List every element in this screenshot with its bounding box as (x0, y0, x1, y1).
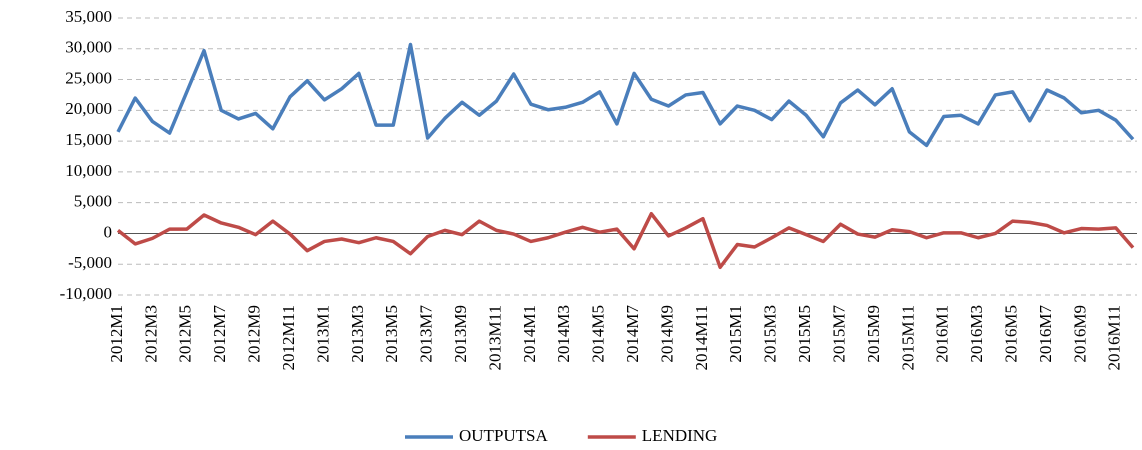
x-tick-label: 2014M7 (623, 305, 642, 363)
x-tick-label: 2015M11 (898, 305, 917, 371)
legend-label: LENDING (642, 426, 718, 445)
y-tick-label: 5,000 (74, 192, 112, 211)
x-tick-label: 2013M5 (382, 305, 401, 363)
x-tick-label: 2013M9 (451, 305, 470, 363)
x-tick-label: 2013M3 (348, 305, 367, 363)
x-tick-label: 2016M11 (1105, 305, 1124, 371)
x-tick-label: 2012M1 (107, 305, 126, 363)
line-series (116, 212, 1135, 270)
y-tick-label: 35,000 (65, 7, 112, 26)
line-series (116, 42, 1135, 148)
y-tick-label: 0 (104, 222, 113, 241)
y-tick-label: 15,000 (65, 130, 112, 149)
x-tick-label: 2012M9 (245, 305, 264, 363)
y-tick-label: 20,000 (65, 99, 112, 118)
x-tick-label: 2012M5 (176, 305, 195, 363)
y-tick-label: -5,000 (68, 253, 112, 272)
x-tick-label: 2012M7 (210, 305, 229, 363)
x-tick-label: 2012M3 (141, 305, 160, 363)
x-tick-label: 2015M9 (864, 305, 883, 363)
x-tick-label: 2014M1 (520, 305, 539, 363)
legend-label: OUTPUTSA (459, 426, 549, 445)
x-tick-label: 2012M11 (279, 305, 298, 371)
y-tick-label: 25,000 (65, 68, 112, 87)
x-tick-label: 2014M11 (692, 305, 711, 371)
x-tick-label: 2015M5 (795, 305, 814, 363)
y-tick-label: 10,000 (65, 161, 112, 180)
x-tick-label: 2016M3 (967, 305, 986, 363)
x-tick-label: 2014M5 (589, 305, 608, 363)
y-tick-label: -10,000 (60, 284, 112, 303)
x-tick-label: 2014M3 (554, 305, 573, 363)
x-tick-label: 2013M1 (313, 305, 332, 363)
x-tick-label: 2013M7 (417, 305, 436, 363)
x-tick-label: 2015M7 (829, 305, 848, 363)
x-tick-label: 2014M9 (657, 305, 676, 363)
x-tick-label: 2015M3 (761, 305, 780, 363)
x-tick-label: 2016M1 (933, 305, 952, 363)
y-tick-label: 30,000 (65, 38, 112, 57)
x-tick-label: 2015M1 (726, 305, 745, 363)
x-tick-label: 2016M5 (1001, 305, 1020, 363)
x-tick-label: 2013M11 (485, 305, 504, 371)
x-tick-label: 2016M7 (1036, 305, 1055, 363)
x-tick-label: 2016M9 (1070, 305, 1089, 363)
